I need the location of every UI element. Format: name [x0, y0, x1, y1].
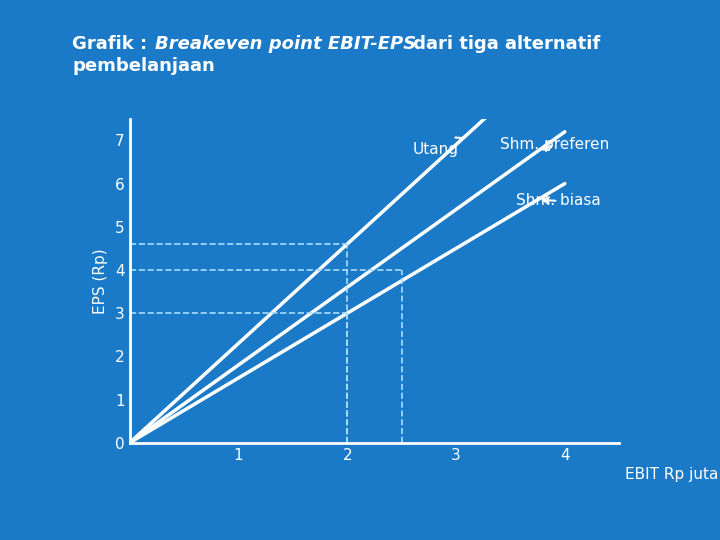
- Text: Shm. biasa: Shm. biasa: [516, 193, 600, 208]
- Text: pembelanjaan: pembelanjaan: [72, 57, 215, 75]
- Text: dari tiga alternatif: dari tiga alternatif: [407, 35, 600, 53]
- Text: Utang: Utang: [413, 138, 463, 157]
- Text: EBIT Rp juta: EBIT Rp juta: [625, 467, 718, 482]
- Text: Breakeven point EBIT-EPS: Breakeven point EBIT-EPS: [155, 35, 416, 53]
- Text: Grafik :: Grafik :: [72, 35, 153, 53]
- Text: Shm. preferen: Shm. preferen: [500, 137, 609, 152]
- Y-axis label: EPS (Rp): EPS (Rp): [93, 248, 108, 314]
